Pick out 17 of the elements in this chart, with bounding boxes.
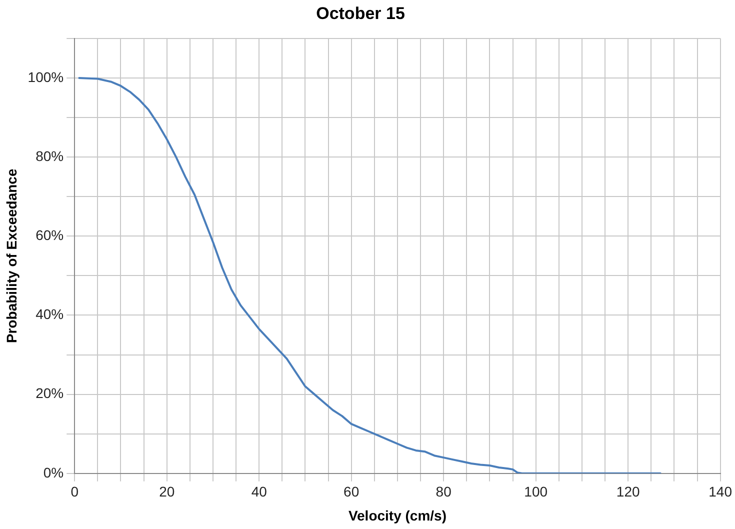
x-tick-label: 80 xyxy=(436,484,452,500)
x-axis-title: Velocity (cm/s) xyxy=(348,507,446,524)
x-tick-label: 60 xyxy=(344,484,360,500)
y-tick-label: 60% xyxy=(36,226,64,243)
y-tick-label: 40% xyxy=(36,306,64,322)
x-tick-label: 120 xyxy=(616,484,640,500)
y-tick-label: 80% xyxy=(36,148,64,164)
x-tick-label: 140 xyxy=(708,484,732,500)
y-tick-label: 0% xyxy=(43,464,64,480)
chart-title: October 15 xyxy=(316,4,405,23)
y-axis-title: Probability of Exceedance xyxy=(3,168,20,344)
x-tick-label: 20 xyxy=(159,484,175,500)
x-tick-label: 100 xyxy=(524,484,548,500)
y-tick-label: 100% xyxy=(28,68,64,85)
y-tick-label: 20% xyxy=(36,385,64,402)
x-tick-label: 40 xyxy=(251,484,268,500)
x-tick-label: 0 xyxy=(70,484,79,500)
